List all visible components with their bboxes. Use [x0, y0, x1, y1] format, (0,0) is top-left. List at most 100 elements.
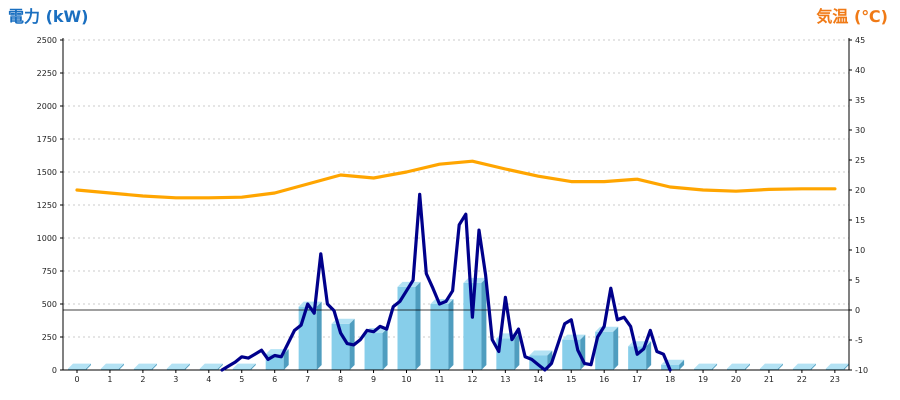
x-tick-label: 0: [74, 375, 79, 384]
x-tick-label: 17: [632, 375, 642, 384]
right-tick-label: 25: [855, 156, 865, 165]
right-tick-label: -5: [855, 336, 863, 345]
bar-side: [250, 363, 256, 370]
left-tick-label: 1500: [37, 168, 57, 177]
left-tick-label: 750: [42, 267, 57, 276]
right-tick-label: -10: [855, 366, 868, 375]
bar-front: [595, 331, 614, 370]
bar-front: [364, 333, 383, 370]
bar: [562, 334, 586, 370]
right-tick-label: 0: [855, 306, 860, 315]
left-tick-label: 1750: [37, 135, 57, 144]
left-tick-label: 0: [52, 366, 57, 375]
bar: [463, 277, 487, 370]
bar-front: [463, 282, 482, 370]
x-tick-label: 14: [533, 375, 543, 384]
x-tick-label: 6: [272, 375, 277, 384]
bar-front: [430, 304, 449, 370]
x-tick-label: 11: [434, 375, 444, 384]
bar-side: [316, 301, 322, 370]
bar-front: [727, 368, 745, 370]
power-line: [220, 192, 672, 372]
bar-top: [100, 363, 124, 369]
bar: [792, 363, 816, 370]
left-axis-title: 電力 (kW): [8, 7, 89, 26]
bar-side: [843, 363, 849, 370]
bar-side: [86, 363, 91, 370]
bar-side: [283, 349, 289, 370]
bar: [661, 359, 685, 370]
bar-top: [727, 363, 750, 369]
x-tick-label: 10: [401, 375, 411, 384]
bar: [825, 363, 849, 370]
bar-side: [646, 341, 652, 370]
left-tick-label: 2000: [37, 102, 57, 111]
bar-side: [151, 363, 157, 370]
bar-top: [759, 363, 783, 369]
bar-side: [184, 363, 190, 370]
x-tick-label: 8: [338, 375, 343, 384]
bar-front: [133, 368, 152, 370]
left-tick-label: 250: [42, 333, 57, 342]
right-tick-label: 20: [855, 186, 865, 195]
bar-side: [448, 299, 454, 370]
right-tick-label: 35: [855, 96, 865, 105]
right-tick-label: 45: [855, 36, 865, 45]
left-tick-label: 500: [42, 300, 57, 309]
line-series: [75, 159, 837, 372]
bar-front: [792, 368, 811, 370]
bar-front: [199, 368, 218, 370]
left-tick-label: 1250: [37, 201, 57, 210]
bar: [100, 363, 124, 370]
x-tick-label: 20: [731, 375, 741, 384]
bar: [759, 363, 783, 370]
bar-side: [217, 363, 223, 370]
bar-side: [118, 363, 124, 370]
bar: [298, 301, 322, 370]
bar-front: [166, 368, 185, 370]
right-tick-label: 40: [855, 66, 865, 75]
right-tick-label: 15: [855, 216, 865, 225]
bar-side: [481, 277, 487, 370]
axes: [60, 38, 852, 373]
x-tick-label: 3: [173, 375, 178, 384]
bar: [166, 363, 190, 370]
bar-top: [232, 363, 256, 369]
x-tick-label: 19: [698, 375, 708, 384]
x-tick-label: 21: [764, 375, 774, 384]
x-tick-label: 13: [500, 375, 510, 384]
bar-side: [613, 326, 619, 370]
bar: [68, 363, 91, 370]
bar-side: [382, 328, 388, 370]
x-tick-label: 18: [665, 375, 675, 384]
bar: [595, 326, 619, 370]
bar-top: [694, 363, 718, 369]
bar-front: [100, 368, 119, 370]
right-axis-title: 気温 (℃): [816, 7, 888, 26]
bar-side: [745, 363, 750, 370]
tick-labels: 02505007501000125015001750200022502500-1…: [37, 36, 868, 384]
bar: [364, 328, 388, 370]
bar: [397, 281, 421, 370]
bar: [628, 341, 652, 370]
bar-top: [529, 350, 553, 356]
bar-side: [712, 363, 718, 370]
bar-top: [166, 363, 190, 369]
bar: [727, 363, 750, 370]
bar-front: [397, 286, 416, 370]
x-tick-label: 5: [239, 375, 244, 384]
bar-front: [298, 306, 317, 370]
bar-side: [777, 363, 783, 370]
x-tick-label: 12: [467, 375, 477, 384]
bar-series: [68, 277, 849, 370]
bar-top: [825, 363, 849, 369]
right-tick-label: 5: [855, 276, 860, 285]
left-tick-label: 2500: [37, 36, 57, 45]
x-tick-label: 22: [797, 375, 807, 384]
temperature-line: [75, 159, 837, 200]
x-tick-label: 1: [107, 375, 112, 384]
bar-front: [825, 368, 844, 370]
x-tick-label: 4: [206, 375, 211, 384]
x-tick-label: 15: [566, 375, 576, 384]
